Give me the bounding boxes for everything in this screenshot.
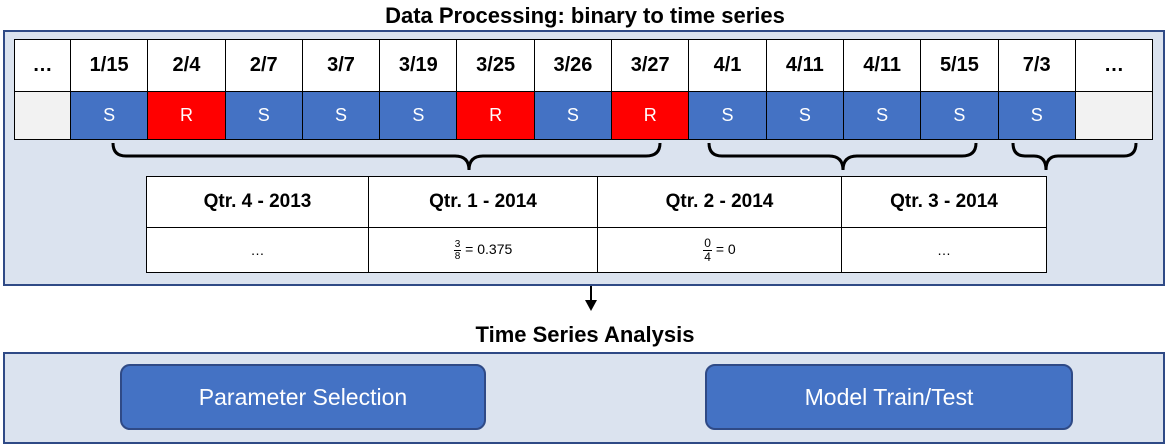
- date-header-cell: 4/11: [765, 39, 844, 92]
- date-header-cell: 3/25: [456, 39, 535, 92]
- fraction-denominator: 8: [454, 250, 461, 262]
- status-cell-s: S: [920, 91, 999, 140]
- down-arrow-head: [585, 300, 597, 311]
- status-cell-s: S: [301, 91, 381, 140]
- status-cell-r: R: [456, 91, 535, 140]
- time-series-analysis-title: Time Series Analysis: [475, 322, 695, 347]
- brace-q1: [111, 142, 662, 171]
- quarter-table: Qtr. 4 - 2013 Qtr. 1 - 2014 Qtr. 2 - 201…: [146, 176, 1047, 273]
- date-header-cell: 1/15: [69, 39, 149, 92]
- status-cell-s: S: [533, 91, 613, 140]
- status-row: S R S S S R S R S S S S S: [14, 91, 1154, 140]
- date-header-cell: 3/26: [533, 39, 613, 92]
- status-cell-s: S: [842, 91, 922, 140]
- status-cell-s: S: [997, 91, 1076, 140]
- fraction-result: = 0: [715, 240, 736, 257]
- status-cell-s: S: [69, 91, 149, 140]
- status-cell-s: S: [224, 91, 303, 140]
- date-status-table: … 1/15 2/4 2/7 3/7 3/19 3/25 3/26 3/27 4…: [14, 39, 1154, 140]
- date-header-cell: 3/19: [379, 39, 458, 92]
- quarter-header-q1-2014: Qtr. 1 - 2014: [368, 176, 598, 228]
- date-header-cell: 3/27: [611, 39, 690, 92]
- status-cell-s: S: [688, 91, 767, 140]
- date-header-cell: 4/1: [688, 39, 767, 92]
- status-cell-r: R: [611, 91, 690, 140]
- quarter-header-q2-2014: Qtr. 2 - 2014: [597, 176, 842, 228]
- data-processing-title: Data Processing: binary to time series: [385, 3, 785, 28]
- quarter-header-q4-2013: Qtr. 4 - 2013: [146, 176, 369, 228]
- status-cell-blank: [1074, 91, 1154, 140]
- status-cell-s: S: [379, 91, 458, 140]
- status-cell-r: R: [147, 91, 226, 140]
- date-header-cell: 7/3: [997, 39, 1076, 92]
- fraction-denominator: 4: [704, 249, 711, 264]
- status-cell-blank: [14, 91, 71, 140]
- fraction-numerator: 0: [703, 235, 712, 251]
- fraction-result: = 0.375: [465, 240, 513, 257]
- brace-q2: [707, 142, 978, 171]
- quarter-value-q3-2014: …: [841, 227, 1047, 273]
- fraction-numerator: 3: [453, 238, 462, 251]
- date-header-cell: 4/11: [842, 39, 922, 92]
- brace-q3: [1011, 142, 1138, 171]
- date-header-cell: …: [1074, 39, 1154, 92]
- quarter-header-row: Qtr. 4 - 2013 Qtr. 1 - 2014 Qtr. 2 - 201…: [146, 176, 1047, 228]
- parameter-selection-box: Parameter Selection: [120, 364, 486, 430]
- model-train-test-box: Model Train/Test: [705, 364, 1073, 430]
- quarter-value-q4-2013: …: [146, 227, 369, 273]
- quarter-header-q3-2014: Qtr. 3 - 2014: [841, 176, 1047, 228]
